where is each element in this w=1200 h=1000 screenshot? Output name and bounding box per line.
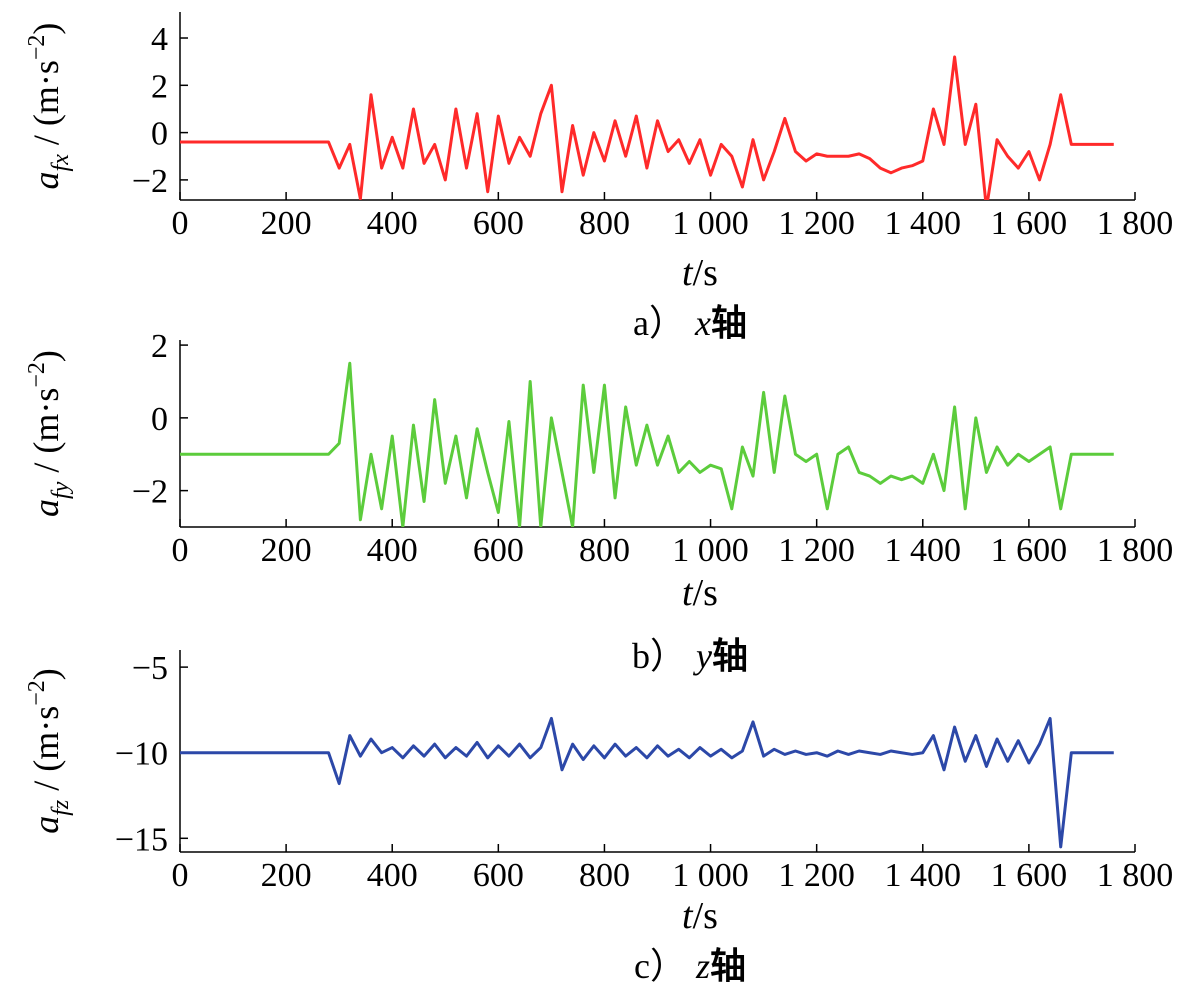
y-label-end: ) [26, 23, 66, 35]
x-tick-label: 1 600 [991, 205, 1068, 242]
caption-axis: x [694, 303, 711, 343]
x-label-unit: /s [693, 252, 718, 294]
caption-label: b） [632, 636, 686, 676]
subplot: −15 −10 −5 0 200 400 600 800 1 000 1 200 1 400 1 60… [24, 650, 1173, 987]
y-label-sub: fx [48, 154, 74, 172]
y-label-symbol: a [26, 171, 66, 189]
x-label-unit: /s [693, 895, 718, 937]
x-tick-label: 400 [367, 857, 418, 894]
y-tick-label: −10 [115, 736, 168, 773]
caption-axis: z [695, 946, 710, 986]
x-label-symbol: t [682, 572, 694, 614]
caption-label: a） [633, 303, 685, 343]
y-label-symbol: a [26, 816, 66, 834]
caption-axis: y [693, 636, 712, 676]
y-tick-label: 0 [151, 116, 168, 153]
x-tick-label: 1 000 [672, 205, 749, 242]
y-label-sup: −2 [24, 680, 50, 706]
x-tick-label: 1 400 [885, 205, 962, 242]
x-label-symbol: t [682, 895, 694, 937]
y-axis-label: afx / (m·s−2) [24, 23, 74, 190]
caption-label: c） [634, 946, 686, 986]
caption-suffix: 轴 [712, 636, 748, 677]
x-tick-label: 600 [473, 205, 524, 242]
y-label-sup: −2 [24, 362, 50, 388]
x-tick-label: 800 [579, 205, 630, 242]
x-tick-label: 1 200 [778, 532, 855, 569]
x-tick-label: 600 [473, 532, 524, 569]
x-tick-label: 1 800 [1097, 532, 1174, 569]
x-tick-label: 1 600 [991, 857, 1068, 894]
x-tick-label: 1 800 [1097, 857, 1174, 894]
y-tick-label: −5 [132, 650, 168, 687]
x-tick-label: 200 [261, 205, 312, 242]
x-tick-label: 1 800 [1097, 205, 1174, 242]
x-axis-label: t/s [682, 895, 718, 937]
x-tick-label: 1 400 [885, 532, 962, 569]
y-tick-label: −2 [132, 474, 168, 511]
y-label-unit: / (m·s [26, 706, 66, 800]
y-tick-label: −15 [115, 821, 168, 858]
y-axis-label: afz / (m·s−2) [24, 668, 74, 834]
caption-suffix: 轴 [710, 946, 746, 987]
x-tick-label: 1 200 [778, 857, 855, 894]
y-label-end: ) [26, 668, 66, 680]
x-axis-label: t/s [682, 252, 718, 294]
x-tick-label: 1 000 [672, 857, 749, 894]
x-tick-label: 400 [367, 205, 418, 242]
data-line [180, 716, 1114, 849]
x-tick-label: 800 [579, 857, 630, 894]
caption: b） y轴 [632, 636, 748, 677]
y-tick-label: 2 [151, 68, 168, 105]
x-tick-label: 600 [473, 857, 524, 894]
x-tick-label: 1 200 [778, 205, 855, 242]
x-tick-label: 200 [261, 857, 312, 894]
x-tick-label: 1 000 [672, 532, 749, 569]
y-axis-label: afy / (m·s−2) [24, 350, 74, 517]
x-tick-label: 0 [172, 532, 189, 569]
x-label-unit: /s [693, 572, 718, 614]
y-label-symbol: a [26, 499, 66, 517]
y-label-sup: −2 [24, 35, 50, 61]
x-label-symbol: t [682, 252, 694, 294]
y-tick-label: 0 [151, 401, 168, 438]
x-tick-label: 200 [261, 532, 312, 569]
y-tick-label: 4 [151, 21, 168, 58]
x-tick-label: 0 [172, 857, 189, 894]
caption: c） z轴 [634, 946, 746, 987]
y-tick-label: 2 [151, 328, 168, 365]
x-tick-label: 0 [172, 205, 189, 242]
y-label-unit: / (m·s [26, 60, 66, 154]
y-label-end: ) [26, 350, 66, 362]
y-label-sub: fz [48, 799, 74, 816]
x-axis-label: t/s [682, 572, 718, 614]
x-tick-label: 1 400 [885, 857, 962, 894]
x-tick-label: 400 [367, 532, 418, 569]
x-tick-label: 1 600 [991, 532, 1068, 569]
caption-suffix: 轴 [711, 303, 747, 344]
data-line [180, 361, 1114, 527]
x-tick-label: 800 [579, 532, 630, 569]
caption: a） x轴 [633, 303, 747, 344]
y-label-sub: fy [48, 481, 74, 499]
y-label-unit: / (m·s [26, 388, 66, 482]
data-line [180, 55, 1114, 200]
y-tick-label: −2 [132, 163, 168, 200]
